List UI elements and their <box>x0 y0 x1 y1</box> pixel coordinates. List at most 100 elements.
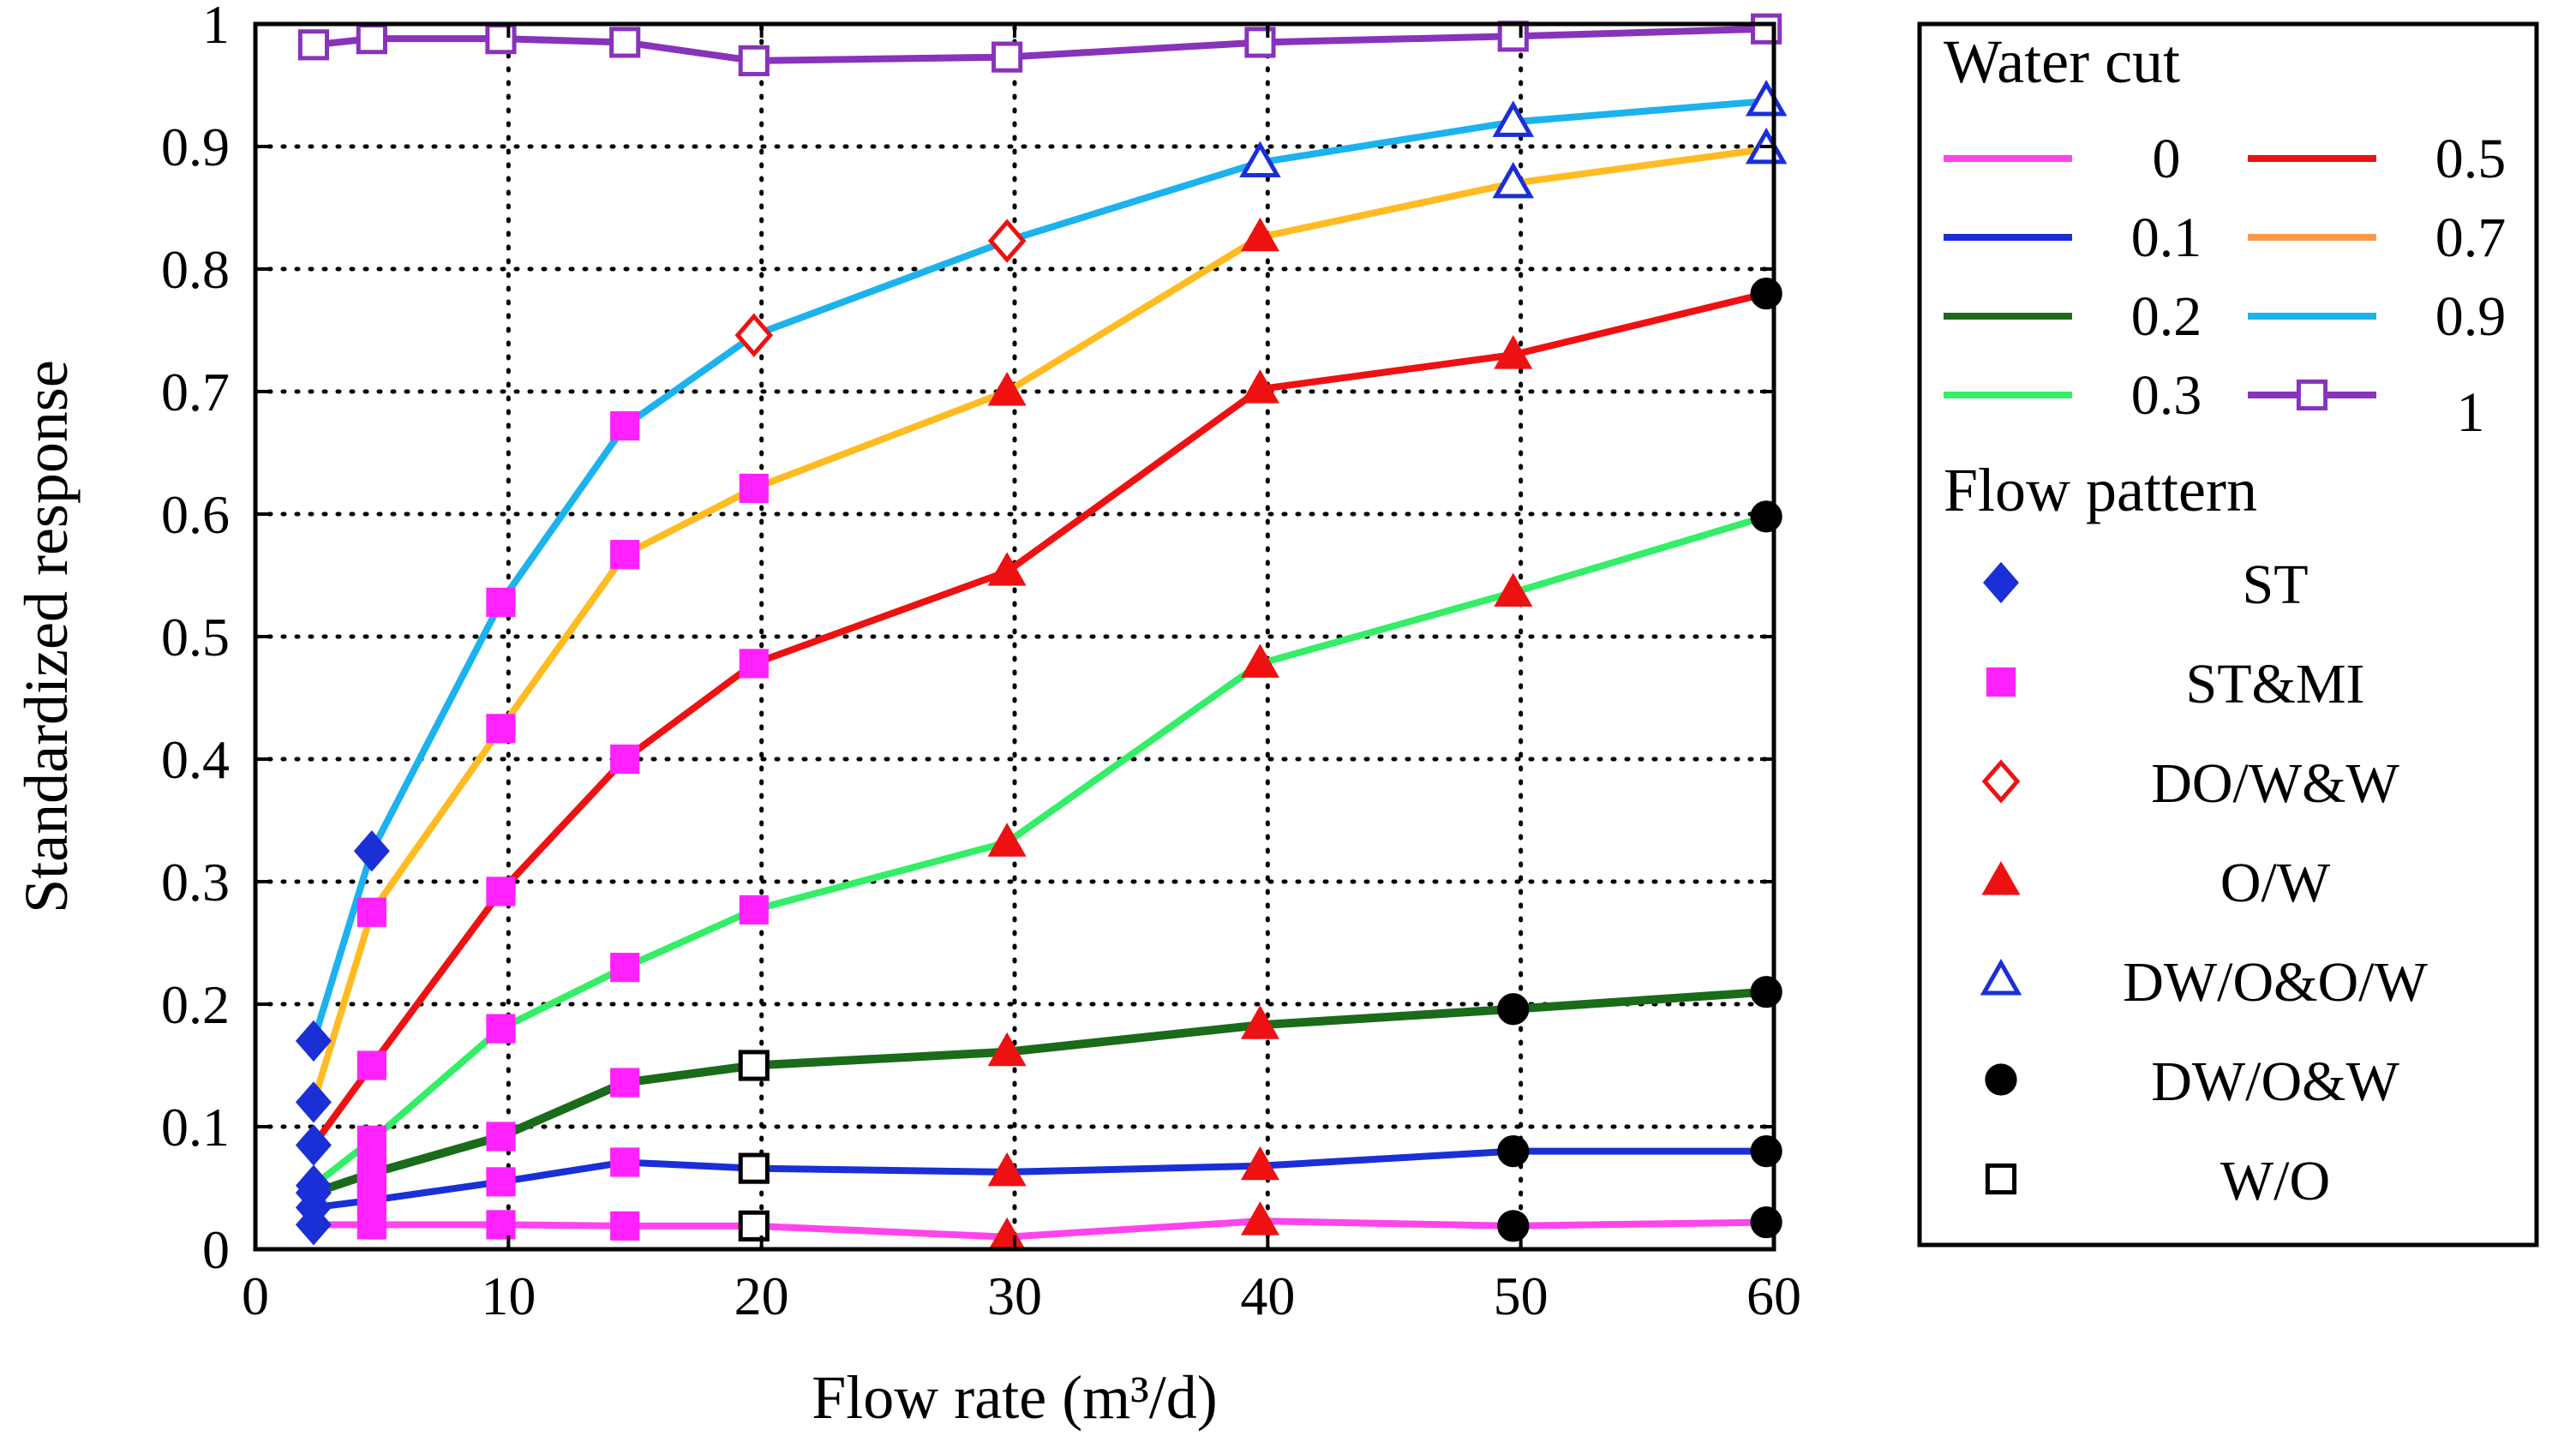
series-line-0_7 <box>309 145 1770 1106</box>
point-0_5-6 <box>1240 369 1280 404</box>
point-1-0 <box>297 29 330 61</box>
point-0-1 <box>356 1210 386 1240</box>
point-0_3-3 <box>610 953 640 983</box>
legend-marker-STMI <box>1986 667 2016 697</box>
point-0_3-7 <box>1494 572 1533 607</box>
legend-flow-pattern-title: Flow pattern <box>1944 456 2257 524</box>
legend-label-0_2: 0.2 <box>2131 285 2202 348</box>
x-tick-label: 40 <box>1240 1266 1295 1326</box>
x-tick-label: 20 <box>734 1266 789 1326</box>
point-0_1-3 <box>610 1147 640 1177</box>
legend-water-cut-title: Water cut <box>1944 27 2180 96</box>
y-tick-label: 0.1 <box>161 1097 230 1158</box>
point-0_2-4 <box>738 1050 770 1081</box>
legend-marker-DWOW <box>1985 1063 2017 1096</box>
series-line-0_9 <box>309 98 1770 1044</box>
legend-label-0_3: 0.3 <box>2131 364 2202 427</box>
legend-label-ST: ST <box>2242 553 2308 616</box>
point-0_7-2 <box>486 714 516 744</box>
series-line-1 <box>309 25 1770 64</box>
y-axis-title: Standardized response <box>12 360 81 913</box>
legend-label-DWOOW: DW/O&O/W <box>2123 951 2428 1014</box>
y-tick-label: 0.2 <box>161 974 230 1035</box>
point-0_7-4 <box>739 473 769 504</box>
x-tick-label: 0 <box>242 1266 269 1326</box>
point-0_2-2 <box>486 1122 516 1152</box>
y-tick-label: 0.4 <box>161 729 230 790</box>
legend-marker-OW <box>1981 861 2021 895</box>
point-0_1-6 <box>1240 1146 1280 1181</box>
legend-marker-1 <box>2296 379 2328 411</box>
y-tick-label: 0.6 <box>161 484 230 545</box>
point-0_2-7 <box>1497 993 1530 1026</box>
point-0_2-8 <box>1750 976 1782 1008</box>
legend-label-DOWW: DO/W&W <box>2151 752 2399 815</box>
y-tick-label: 0.3 <box>161 852 230 912</box>
series-line-0 <box>309 1218 1770 1241</box>
point-0_1-2 <box>486 1167 516 1197</box>
point-0-4 <box>738 1210 770 1242</box>
point-0_1-5 <box>987 1152 1027 1187</box>
point-0_5-8 <box>1750 278 1782 310</box>
point-0_3-4 <box>739 895 769 924</box>
point-0_5-5 <box>987 552 1027 586</box>
point-0_7-0 <box>295 1081 332 1123</box>
legend-marker-DWOOW <box>1980 959 2022 996</box>
point-0_5-2 <box>486 877 516 906</box>
series-line-0_1 <box>309 1147 1770 1212</box>
point-0_5-0 <box>295 1124 332 1166</box>
legend-label-WO: W/O <box>2220 1150 2330 1212</box>
point-0-2 <box>486 1210 516 1240</box>
y-tick-label: 0.5 <box>161 607 230 667</box>
legend-marker-ST <box>1983 561 2019 604</box>
point-1-3 <box>609 27 641 58</box>
point-0_3-0 <box>295 1164 332 1206</box>
point-0_9-2 <box>486 587 516 618</box>
point-0_9-7 <box>1492 100 1535 137</box>
point-0_5-1 <box>356 1050 386 1080</box>
series-line-0_2 <box>309 987 1771 1198</box>
point-0_7-5 <box>987 372 1027 406</box>
point-1-4 <box>738 45 770 76</box>
point-0_2-3 <box>610 1068 640 1098</box>
x-tick-label: 60 <box>1746 1266 1801 1326</box>
point-0-8 <box>1750 1206 1782 1239</box>
point-0-3 <box>610 1211 640 1241</box>
point-extra-1 <box>356 1148 386 1178</box>
point-0_7-7 <box>1492 161 1535 199</box>
point-0-7 <box>1497 1210 1530 1242</box>
point-0_9-3 <box>610 410 640 441</box>
x-tick-label: 30 <box>987 1266 1042 1326</box>
point-0_3-5 <box>987 823 1027 857</box>
y-tick-label: 0.8 <box>161 239 230 300</box>
point-1-5 <box>991 41 1023 73</box>
point-0_1-4 <box>738 1152 770 1184</box>
point-0_1-7 <box>1497 1135 1530 1168</box>
y-tick-label: 1 <box>202 0 230 55</box>
point-0_3-8 <box>1750 500 1782 533</box>
point-1-1 <box>356 23 387 55</box>
x-axis-title: Flow rate (m³/d) <box>812 1363 1217 1432</box>
point-0_2-5 <box>987 1032 1027 1067</box>
x-tick-label: 50 <box>1494 1266 1549 1326</box>
legend-label-0_5: 0.5 <box>2435 128 2507 190</box>
y-tick-label: 0.7 <box>161 362 230 422</box>
point-0_7-1 <box>356 897 386 927</box>
point-0_5-4 <box>739 649 769 679</box>
legend-label-0_1: 0.1 <box>2131 206 2202 269</box>
point-1-2 <box>485 23 517 55</box>
point-0_9-4 <box>734 313 774 357</box>
point-1-6 <box>1244 27 1276 58</box>
grid <box>253 21 1776 1252</box>
legend-label-0_7: 0.7 <box>2435 206 2507 269</box>
legend-marker-WO <box>1985 1163 2017 1195</box>
point-0_7-6 <box>1240 217 1280 252</box>
point-0_3-2 <box>486 1014 516 1044</box>
point-0_1-8 <box>1750 1135 1782 1168</box>
series-line-0_3 <box>309 512 1770 1189</box>
legend-label-STMI: ST&MI <box>2185 653 2364 715</box>
point-0_9-6 <box>1239 141 1281 178</box>
legend-label-DWOW: DW/O&W <box>2151 1050 2399 1113</box>
point-0-6 <box>1240 1201 1280 1236</box>
